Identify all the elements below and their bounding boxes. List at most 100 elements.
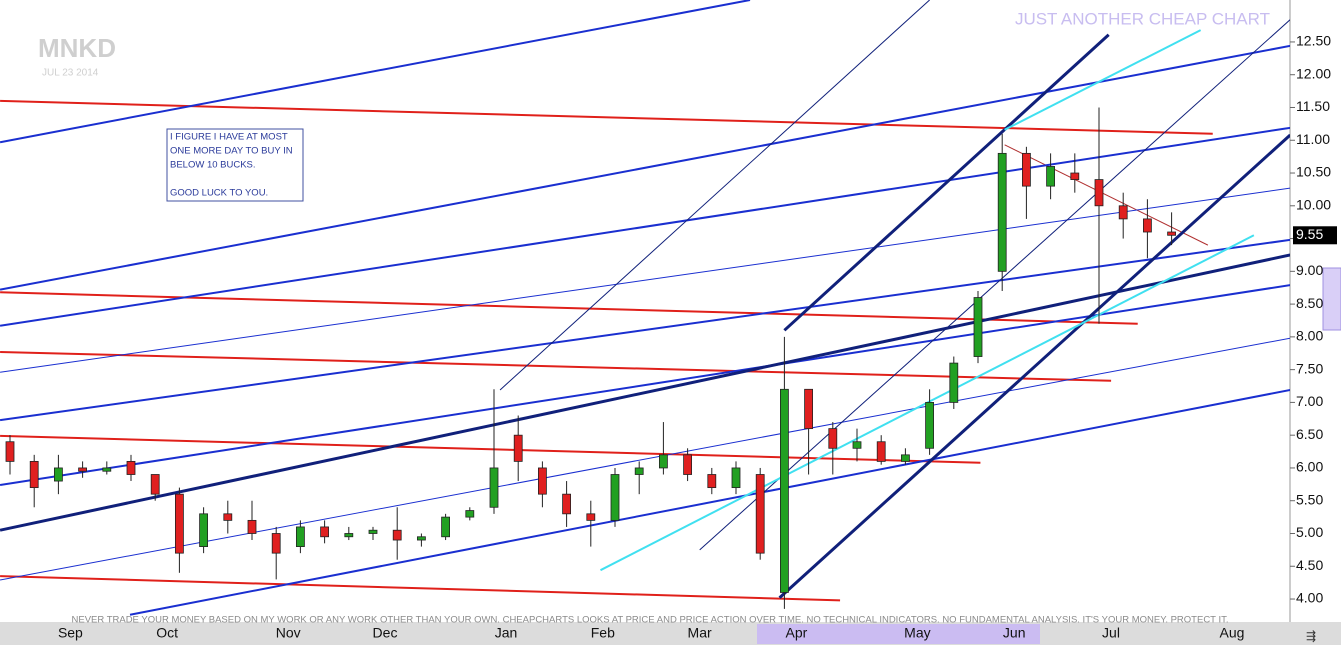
- candle-body: [513, 434, 523, 462]
- y-tick-label: 9.00: [1296, 262, 1323, 278]
- candle-body: [876, 441, 886, 462]
- y-tick-label: 8.50: [1296, 295, 1323, 311]
- date-range-highlight[interactable]: [757, 624, 1040, 644]
- trendline: [778, 133, 1290, 599]
- candle-body: [271, 533, 281, 554]
- candle-body: [199, 513, 209, 547]
- candle-body: [126, 460, 136, 475]
- trendline: [0, 44, 1290, 291]
- trendline: [0, 253, 1290, 532]
- candle-body: [174, 493, 184, 554]
- candle-body: [949, 362, 959, 403]
- candle-body: [997, 152, 1007, 272]
- candle-body: [416, 536, 426, 541]
- y-tick-label: 8.00: [1296, 328, 1323, 344]
- candle-body: [489, 467, 499, 508]
- candle-body: [1022, 152, 1031, 187]
- candle-body: [538, 467, 547, 495]
- trendline: [0, 337, 1290, 581]
- trendline: [699, 19, 1290, 551]
- brand: JUST ANOTHER CHEAP CHART: [1015, 9, 1270, 28]
- candle-body: [828, 428, 838, 449]
- candle-body: [441, 516, 451, 538]
- y-tick-label: 10.50: [1296, 164, 1331, 180]
- chart-date: JUL 23 2014: [42, 68, 99, 79]
- candle-body: [102, 467, 112, 472]
- x-tick-label: Aug: [1220, 625, 1245, 641]
- trendline: [0, 187, 1290, 373]
- candle-body: [368, 529, 378, 534]
- candle-body: [973, 297, 983, 357]
- note-line: GOOD LUCK TO YOU.: [170, 188, 268, 199]
- trendline: [1004, 144, 1209, 246]
- note-line: I FIGURE I HAVE AT MOST: [170, 132, 288, 143]
- candle-body: [852, 441, 862, 449]
- labels: 4.00 4.50 5.00 5.50 6.00 6.50 7.00 7.50 8.00 8.50…: [58, 33, 1337, 641]
- trendline: [0, 238, 1290, 422]
- y-tick-label: 6.50: [1296, 426, 1323, 442]
- x-tick-label: Sep: [58, 625, 83, 641]
- axis-menu-icon[interactable]: ⇶: [1306, 629, 1316, 643]
- x-tick-label: Dec: [373, 625, 398, 641]
- candle-body: [1046, 166, 1055, 187]
- trendline: [0, 284, 1290, 486]
- last-price-label: 9.55: [1296, 226, 1323, 242]
- x-tick-label: Jun: [1003, 625, 1026, 641]
- candle-body: [247, 519, 257, 534]
- last-price-box: [1293, 226, 1337, 245]
- trendline: [0, 350, 1112, 382]
- candle-body: [223, 513, 233, 521]
- candle-body: [1070, 172, 1080, 180]
- x-tick-label: Mar: [688, 625, 712, 641]
- candle-body: [5, 441, 15, 462]
- candle-body: [634, 467, 644, 475]
- note-box: [166, 128, 304, 202]
- candle-body: [54, 467, 63, 482]
- candle-body: [392, 529, 402, 541]
- candles: [5, 107, 1176, 609]
- candle-body: [610, 474, 620, 521]
- trendlines: [0, 0, 1290, 616]
- candle-body: [804, 388, 813, 430]
- candle-body: [320, 526, 330, 538]
- note-line: BELOW 10 BUCKS.: [170, 160, 256, 171]
- y-tick-label: 11.50: [1296, 98, 1330, 114]
- candle-body: [683, 454, 692, 475]
- candle-body: [707, 474, 717, 489]
- candle-body: [780, 388, 789, 593]
- candle-body: [1167, 231, 1176, 236]
- candle-body: [755, 474, 765, 554]
- candle-body: [659, 454, 668, 469]
- candle-body: [901, 454, 910, 462]
- candle-body: [731, 467, 741, 489]
- y-tick-label: 4.50: [1296, 557, 1323, 573]
- y-tick-label: 5.00: [1296, 524, 1323, 540]
- candle-body: [78, 467, 87, 472]
- candle-body: [295, 526, 305, 547]
- candle-body: [1094, 179, 1104, 207]
- disclaimer: NEVER TRADE YOUR MONEY BASED ON MY WORK …: [72, 615, 1229, 626]
- ticker: MNKD: [38, 33, 116, 63]
- candle-body: [1118, 205, 1128, 220]
- y-tick-label: 6.00: [1296, 459, 1323, 475]
- candle-body: [465, 510, 475, 518]
- trendline: [0, 99, 1213, 135]
- price-scroller[interactable]: [1322, 267, 1341, 331]
- x-tick-label: Nov: [276, 625, 301, 641]
- x-tick-label: Oct: [156, 625, 178, 641]
- y-tick-label: 12.50: [1296, 33, 1331, 49]
- trendline: [0, 575, 841, 602]
- candle-body: [344, 533, 354, 538]
- trendline: [0, 0, 751, 144]
- candle-body: [150, 474, 160, 495]
- trendline: [499, 0, 930, 391]
- candle-body: [29, 460, 39, 489]
- y-tick-label: 10.00: [1296, 196, 1331, 212]
- x-tick-label: Feb: [591, 625, 615, 641]
- y-tick-label: 7.00: [1296, 393, 1323, 409]
- trendline: [1004, 29, 1202, 131]
- trendline: [129, 388, 1290, 616]
- candle-body: [562, 493, 571, 515]
